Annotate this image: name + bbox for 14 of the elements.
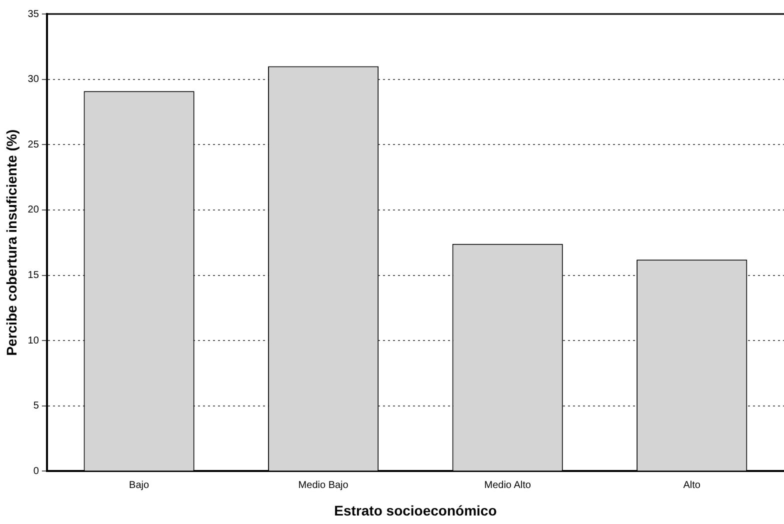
y-tick-label: 20: [28, 204, 40, 216]
x-tick-label: Medio Alto: [484, 480, 532, 491]
x-tick-label: Alto: [683, 480, 701, 491]
y-axis-title: Percibe cobertura insuficiente (%): [3, 129, 20, 356]
x-tick-label: Bajo: [129, 480, 150, 491]
y-tick-label: 0: [33, 466, 40, 477]
y-tick-label: 25: [28, 139, 40, 150]
y-tick-label: 35: [28, 8, 40, 20]
y-tick-label: 15: [28, 270, 40, 282]
y-tick-label: 5: [33, 400, 40, 412]
x-axis-title: Estrato socioeconómico: [334, 502, 497, 518]
x-tick-label: Medio Bajo: [298, 480, 349, 491]
y-tick-label: 10: [28, 335, 40, 346]
y-tick-label: 30: [28, 74, 40, 86]
